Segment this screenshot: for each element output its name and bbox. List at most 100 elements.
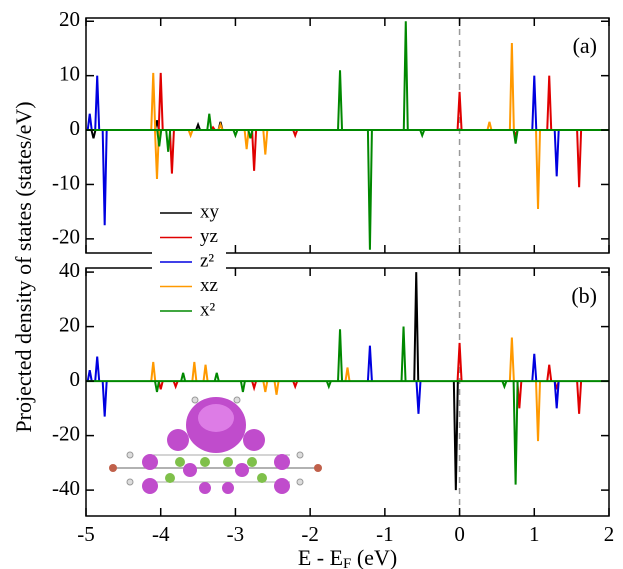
spike: [206, 113, 213, 131]
y-tick-label: 20: [59, 312, 80, 336]
spike: [576, 381, 583, 414]
spike: [546, 364, 553, 382]
spike: [156, 129, 163, 147]
spike: [576, 130, 583, 188]
x-tick-label: -5: [77, 522, 95, 546]
spike: [512, 381, 519, 485]
spike: [172, 380, 179, 390]
legend: xy yz z² xz x²: [152, 201, 226, 320]
spike: [86, 370, 93, 382]
spike: [213, 372, 220, 382]
spike: [344, 367, 351, 382]
y-tick-label: 0: [70, 367, 81, 391]
spike: [202, 364, 209, 382]
x-axis-label-part: (eV): [351, 545, 397, 569]
y-tick-label: -10: [52, 170, 80, 194]
x-tick-label: -4: [152, 522, 170, 546]
spike: [165, 129, 172, 152]
spike: [535, 130, 542, 209]
spike: [153, 380, 160, 393]
spike: [262, 129, 269, 155]
spike: [157, 72, 164, 131]
spike: [325, 380, 332, 390]
y-tick-label: 10: [59, 61, 80, 85]
spike: [413, 272, 420, 382]
spike: [546, 75, 553, 131]
plot-frame: [85, 267, 610, 517]
y-tick-label: -20: [52, 421, 80, 445]
legend-label: x²: [200, 299, 216, 320]
spike: [243, 129, 250, 150]
spike: [180, 372, 187, 382]
spike: [337, 70, 344, 131]
spike: [292, 380, 299, 390]
spike: [217, 121, 224, 131]
spike: [239, 380, 246, 393]
spike: [251, 130, 258, 171]
spike: [86, 113, 93, 131]
spike: [456, 342, 463, 382]
legend-label: yz: [200, 226, 218, 247]
spike: [292, 129, 299, 139]
spike: [150, 72, 157, 131]
inset-molecule: [109, 396, 322, 494]
panel-label: (a): [573, 33, 597, 58]
legend-box: [152, 203, 226, 318]
x-tick-label: 1: [529, 522, 540, 546]
plot-frame: [85, 17, 610, 254]
spike: [486, 121, 493, 131]
spike: [195, 121, 202, 131]
spike: [262, 380, 269, 393]
spike: [101, 381, 108, 417]
x-tick-label: -3: [227, 522, 245, 546]
legend-label: z²: [200, 250, 214, 271]
legend-label: xy: [200, 201, 220, 222]
spike: [247, 129, 254, 139]
spike: [191, 361, 198, 382]
x-axis-label: E - EF (eV): [298, 545, 397, 569]
spike: [402, 21, 409, 131]
spike: [232, 129, 239, 139]
spike: [512, 129, 519, 144]
spike: [531, 75, 538, 131]
legend-label: xz: [200, 275, 218, 296]
spike: [251, 380, 258, 392]
spike: [535, 381, 542, 442]
spike: [94, 356, 101, 382]
spike: [273, 380, 280, 395]
y-tick-label: -20: [52, 225, 80, 249]
spike: [337, 329, 344, 382]
spike: [94, 75, 101, 131]
spike: [553, 381, 560, 409]
spike: [150, 361, 157, 382]
spike: [90, 129, 97, 139]
y-axis-label: Projected density of states (states/eV): [11, 101, 36, 432]
spike: [501, 380, 508, 390]
panel: [86, 268, 609, 516]
spike: [508, 43, 515, 131]
y-tick-label: -40: [52, 476, 80, 500]
y-tick-label: 20: [59, 7, 80, 31]
spike: [101, 130, 108, 226]
spike: [508, 337, 515, 382]
spike: [168, 130, 175, 174]
spike: [366, 130, 373, 250]
spike: [415, 381, 422, 414]
y-tick-label: 40: [59, 258, 80, 282]
spike: [531, 353, 538, 382]
spike: [553, 130, 560, 177]
panel: [86, 18, 609, 253]
x-tick-label: -2: [301, 522, 319, 546]
spike: [419, 129, 426, 139]
x-axis-label-part: F: [343, 556, 351, 569]
spike: [187, 129, 194, 139]
spike: [456, 91, 463, 131]
x-tick-label: 0: [454, 522, 465, 546]
spike: [366, 345, 373, 382]
x-axis-label-part: E - E: [298, 545, 343, 569]
spike: [400, 326, 407, 382]
x-tick-label: 2: [604, 522, 615, 546]
panel-label: (b): [571, 283, 597, 308]
